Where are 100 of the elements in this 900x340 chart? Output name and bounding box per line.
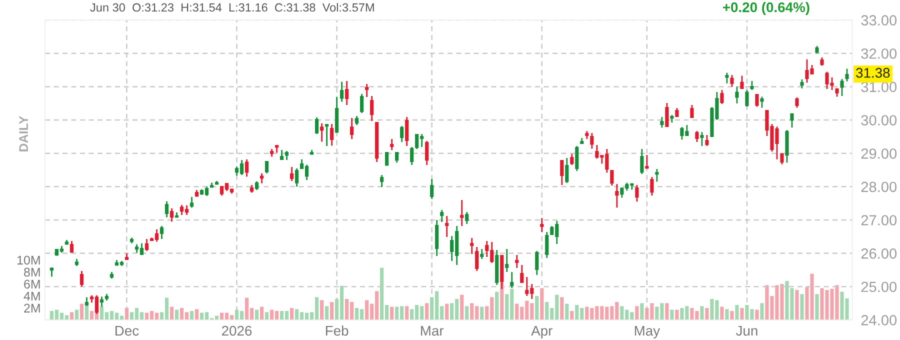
bar [405, 306, 409, 320]
candlestick [725, 72, 729, 84]
bar [70, 312, 74, 320]
candlestick [740, 75, 744, 90]
x-tick-label: Apr [531, 326, 552, 338]
candlestick [340, 81, 344, 102]
bar [330, 302, 334, 320]
candlestick [320, 122, 324, 142]
candlestick [385, 151, 389, 166]
candlestick [570, 153, 574, 166]
x-tick-label: Feb [326, 325, 348, 336]
bar [445, 304, 449, 320]
x-tick-label: Jun [736, 326, 758, 336]
bar [800, 294, 804, 320]
y-tick-label: 33.00 [861, 15, 897, 26]
candlestick [505, 248, 509, 273]
candlestick [845, 68, 849, 82]
bar [465, 306, 469, 320]
candlestick [325, 123, 329, 147]
candlestick [470, 237, 474, 255]
candlestick [510, 271, 514, 289]
candlestick [425, 140, 429, 166]
y2-tick-label: 6M [24, 280, 40, 289]
candlestick [345, 80, 349, 106]
candlestick [615, 183, 619, 208]
x-tick-label: May [634, 326, 660, 338]
candlestick [735, 86, 739, 104]
candlestick [410, 146, 414, 166]
candlestick [264, 160, 269, 174]
bar [560, 297, 564, 320]
bar [720, 306, 724, 320]
candlestick [365, 83, 369, 98]
bar [495, 292, 499, 320]
y-tick-label: 29.00 [861, 148, 897, 159]
bar [194, 309, 199, 320]
candlestick [745, 89, 749, 108]
bar [480, 306, 484, 320]
text: +0.20 (0.64%) [722, 2, 810, 15]
bar [170, 306, 174, 320]
candlestick [244, 158, 249, 178]
bar [264, 312, 269, 320]
bar [735, 304, 739, 320]
candlestick [560, 159, 564, 186]
candlestick [700, 131, 704, 147]
candlestick [650, 176, 654, 196]
y2-tick-label: 2M [24, 304, 40, 312]
candlestick [160, 225, 164, 240]
annotation: 31.38 [856, 68, 890, 78]
y-tick-label: 31.00 [861, 82, 897, 92]
x-tick-label: 2026 [222, 326, 252, 336]
y-tick-label: 24.00 [861, 315, 897, 326]
candlestick [405, 116, 409, 147]
candlestick [294, 168, 299, 188]
x-tick-label: Dec [116, 326, 139, 336]
candlestick [260, 172, 264, 184]
candlestick [535, 250, 539, 276]
candlestick [445, 215, 449, 238]
bar [570, 310, 574, 320]
y-tick-label: 27.00 [861, 215, 897, 226]
bar [565, 304, 569, 320]
candlestick [760, 96, 764, 108]
candlestick [80, 270, 84, 288]
candlestick [170, 208, 174, 222]
bar [540, 288, 544, 320]
y-tick-label: 32.00 [861, 48, 897, 59]
candlestick [395, 151, 399, 164]
candlestick [705, 134, 709, 147]
y2-tick-label: 8M [24, 268, 40, 277]
bar [325, 306, 329, 320]
bar [190, 310, 194, 320]
candlestick [720, 89, 724, 105]
bar [760, 303, 764, 320]
candlestick [400, 125, 404, 143]
candlestick [390, 138, 394, 151]
candlestick [290, 166, 294, 182]
bar [74, 310, 79, 320]
bar [700, 306, 704, 320]
bar [260, 306, 264, 320]
candlestick [730, 74, 734, 88]
candlestick [545, 231, 549, 259]
candlestick [645, 154, 649, 170]
bar [730, 310, 734, 320]
candlestick [515, 254, 519, 269]
x-tick-label: Mar [421, 326, 444, 336]
bar [80, 304, 84, 320]
candlestick [330, 123, 334, 146]
bar [665, 303, 669, 320]
bar [675, 310, 679, 320]
candlestick [475, 246, 479, 272]
y2-tick-label: 10M [17, 256, 40, 265]
y-tick-label: 30.00 [861, 115, 897, 126]
candlestick [755, 93, 759, 108]
bar [815, 294, 819, 320]
candlestick [795, 96, 799, 108]
candlestick [144, 238, 149, 252]
bar [390, 306, 394, 320]
bar [640, 303, 644, 320]
bar [740, 308, 744, 320]
text: Jun 30 O:31.23 H:31.54 L:31.16 C:31.38 Vol:3.57M [90, 3, 374, 12]
candlestick [315, 116, 319, 135]
